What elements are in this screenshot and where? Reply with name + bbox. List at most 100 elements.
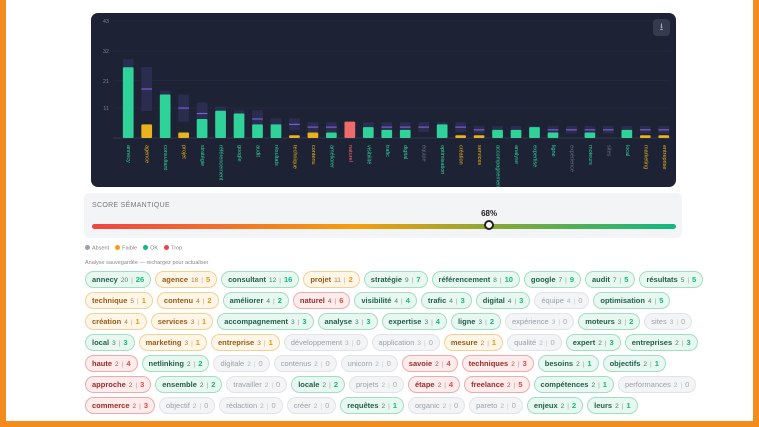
tag-separator: | xyxy=(351,340,354,347)
bar-digital xyxy=(399,129,411,138)
tag-target: 3 xyxy=(345,340,349,347)
keyword-tag[interactable]: stratégie 9 | 7 xyxy=(363,271,428,288)
keyword-tag[interactable]: créer 2 | 0 xyxy=(286,397,337,414)
keyword-tag[interactable]: commerce 2 | 3 xyxy=(85,397,156,414)
tag-separator: | xyxy=(621,403,624,410)
keyword-tag[interactable]: requêtes 2 | 1 xyxy=(340,397,405,414)
keyword-tag[interactable]: référencement 8 | 10 xyxy=(431,271,520,288)
keyword-tag[interactable]: développement 3 | 0 xyxy=(283,334,368,351)
keyword-tag[interactable]: unicorn 2 | 0 xyxy=(340,355,398,372)
tag-term: créer xyxy=(293,401,311,410)
keyword-tag[interactable]: locale 2 | 2 xyxy=(291,376,345,393)
keyword-tag[interactable]: sites 3 | 0 xyxy=(644,313,693,330)
bar-trafic xyxy=(381,129,393,138)
keyword-tag[interactable]: trafic 4 | 3 xyxy=(420,292,472,309)
keyword-tag[interactable]: digital 4 | 3 xyxy=(475,292,531,309)
keyword-tag[interactable]: organic 2 | 0 xyxy=(408,397,466,414)
keyword-tag[interactable]: expert 2 | 3 xyxy=(565,334,621,351)
keyword-tag[interactable]: rédaction 2 | 0 xyxy=(219,397,283,414)
keyword-tag[interactable]: besoins 2 | 1 xyxy=(537,355,599,372)
keyword-tag[interactable]: pareto 2 | 0 xyxy=(469,397,523,414)
saved-note: Analyse sauvegardée — rechargez pour act… xyxy=(85,260,209,266)
keyword-tag[interactable]: approche 2 | 3 xyxy=(85,376,152,393)
keyword-tag[interactable]: audit 7 | 5 xyxy=(585,271,636,288)
tag-separator: | xyxy=(202,298,205,305)
bar-référencement xyxy=(215,110,226,138)
legend-dot xyxy=(85,245,90,250)
bar-consultant xyxy=(159,94,171,138)
keyword-tag[interactable]: expertise 3 | 4 xyxy=(381,313,447,330)
tag-separator: | xyxy=(131,277,133,284)
download-icon[interactable]: ⭳ xyxy=(653,19,670,36)
keyword-tag[interactable]: techniques 2 | 3 xyxy=(461,355,534,372)
keyword-tag[interactable]: leurs 2 | 1 xyxy=(587,397,638,414)
keyword-tag[interactable]: accompagnement 3 | 3 xyxy=(217,313,314,330)
tag-separator: | xyxy=(567,403,569,410)
tag-count: 1 xyxy=(626,401,631,410)
keyword-tag[interactable]: objectif 2 | 0 xyxy=(159,397,216,414)
keyword-tag[interactable]: agence 18 | 5 xyxy=(155,271,218,288)
keyword-tag[interactable]: haute 2 | 4 xyxy=(85,355,138,372)
keyword-tag[interactable]: analyse 3 | 3 xyxy=(317,313,378,330)
tag-count: 1 xyxy=(135,317,140,326)
tag-count: 3 xyxy=(140,380,145,389)
keyword-tag[interactable]: entreprise 3 | 1 xyxy=(210,334,280,351)
keyword-tag[interactable]: moteurs 3 | 2 xyxy=(578,313,641,330)
tag-target: 2 xyxy=(132,403,137,410)
keyword-tag[interactable]: annecy 20 | 26 xyxy=(85,271,152,288)
keyword-tag[interactable]: expérience 3 | 0 xyxy=(504,313,575,330)
tag-term: unicorn xyxy=(347,359,373,368)
keyword-tag[interactable]: services 3 | 1 xyxy=(150,313,214,330)
tag-term: objectif xyxy=(166,401,190,410)
tag-count: 5 xyxy=(205,275,211,284)
keyword-tag[interactable]: objectifs 2 | 1 xyxy=(602,355,666,372)
keyword-tag[interactable]: entreprises 2 | 3 xyxy=(624,334,698,351)
tag-count: 16 xyxy=(283,275,293,284)
keyword-tag[interactable]: étape 2 | 4 xyxy=(408,376,461,393)
tag-target: 7 xyxy=(612,277,617,284)
keyword-tag[interactable]: travailler 2 | 0 xyxy=(226,376,288,393)
keyword-tag[interactable]: consultant 12 | 16 xyxy=(221,271,300,288)
tag-separator: | xyxy=(424,340,426,347)
tag-row: local 3 | 3 marketing 3 | 1 entreprise 3 | 1 dévelop… xyxy=(85,334,698,351)
keyword-tag[interactable]: compétences 2 | 1 xyxy=(533,376,614,393)
keyword-tag[interactable]: visibilité 4 | 4 xyxy=(354,292,417,309)
bar-contenu xyxy=(307,132,319,138)
y-tick-label: 11 xyxy=(103,106,109,112)
keyword-tag[interactable]: ensemble 2 | 2 xyxy=(155,376,223,393)
tag-separator: | xyxy=(499,277,502,284)
tag-term: accompagnement xyxy=(224,317,288,326)
keyword-tag[interactable]: projets 2 | 0 xyxy=(348,376,404,393)
tag-term: annecy xyxy=(92,275,118,284)
x-tick-label: ligne xyxy=(550,145,556,157)
keyword-tag[interactable]: optimisation 4 | 5 xyxy=(593,292,671,309)
tag-separator: | xyxy=(381,361,384,368)
keyword-tag[interactable]: local 3 | 3 xyxy=(85,334,135,351)
keyword-tag[interactable]: netlinking 2 | 2 xyxy=(141,355,210,372)
tag-target: 4 xyxy=(124,319,128,326)
keyword-tag[interactable]: améliorer 4 | 2 xyxy=(222,292,289,309)
keyword-tag[interactable]: marketing 3 | 1 xyxy=(138,334,207,351)
keyword-tag[interactable]: contenu 4 | 2 xyxy=(156,292,219,309)
tag-count: 1 xyxy=(141,296,146,305)
keyword-tag[interactable]: création 4 | 1 xyxy=(85,313,147,330)
keyword-tag[interactable]: qualité 2 | 0 xyxy=(507,334,562,351)
keyword-tag[interactable]: google 7 | 9 xyxy=(523,271,582,288)
keyword-tag[interactable]: freelance 2 | 5 xyxy=(464,376,530,393)
tag-count: 3 xyxy=(302,317,307,326)
keyword-tag[interactable]: mesure 2 | 1 xyxy=(443,334,504,351)
tag-term: approche xyxy=(92,380,126,389)
keyword-tag[interactable]: résultats 5 | 5 xyxy=(639,271,704,288)
keyword-tag[interactable]: technique 5 | 1 xyxy=(85,292,153,309)
keyword-tag[interactable]: performances 2 | 0 xyxy=(617,376,697,393)
x-tick-label: trafic xyxy=(384,145,390,157)
keyword-tag[interactable]: projet 11 | 2 xyxy=(303,271,360,288)
keyword-tag[interactable]: contenus 2 | 0 xyxy=(273,355,337,372)
keyword-tag[interactable]: équipe 4 | 0 xyxy=(534,292,590,309)
keyword-tag[interactable]: naturel 4 | 6 xyxy=(292,292,351,309)
keyword-tag[interactable]: application 3 | 0 xyxy=(371,334,440,351)
keyword-tag[interactable]: digitale 2 | 0 xyxy=(213,355,270,372)
keyword-tag[interactable]: ligne 3 | 2 xyxy=(450,313,501,330)
keyword-tag[interactable]: savoie 2 | 4 xyxy=(401,355,458,372)
keyword-tag[interactable]: enjeux 2 | 2 xyxy=(526,397,584,414)
